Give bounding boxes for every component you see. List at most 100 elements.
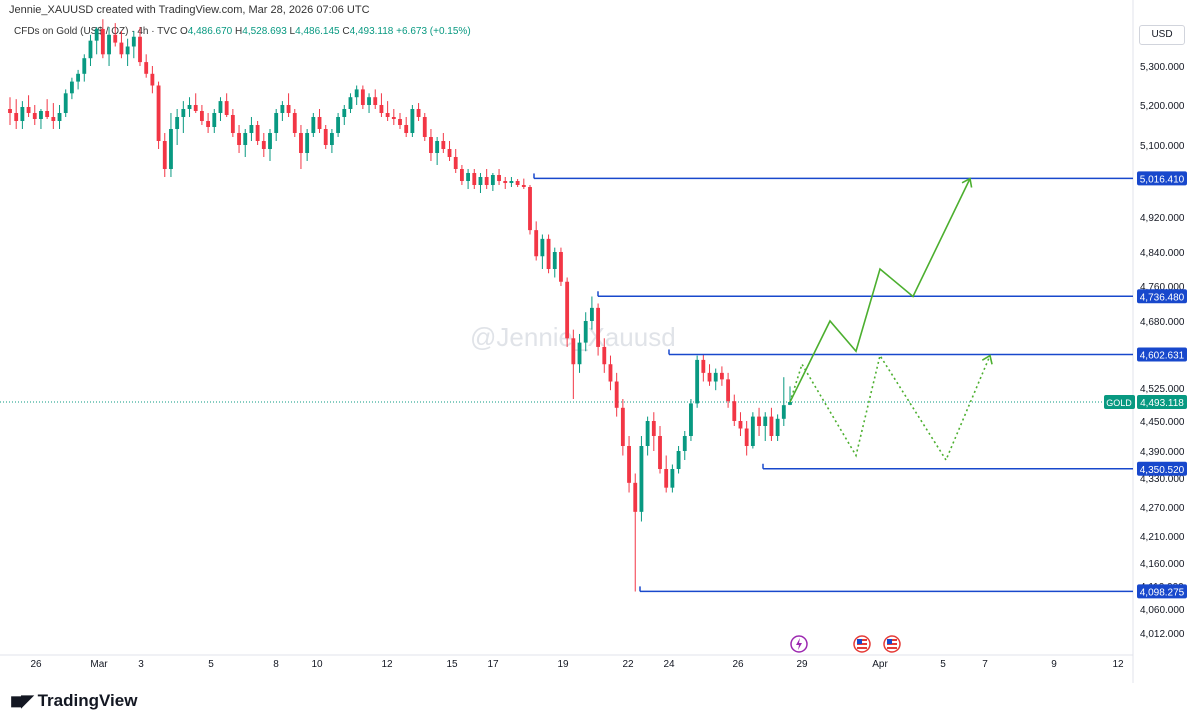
x-tick-label: 26	[30, 659, 42, 670]
level-price-tag	[1137, 171, 1187, 186]
x-tick-label: 26	[732, 659, 744, 670]
y-tick-label: 4,060.000	[1140, 605, 1185, 616]
candle-body	[360, 89, 365, 105]
candle-body	[237, 133, 241, 145]
candle-body	[317, 117, 322, 129]
x-tick-label: 19	[557, 659, 569, 670]
candle-body	[422, 117, 427, 137]
candle-body	[230, 115, 235, 133]
candle-body	[602, 346, 607, 365]
x-tick-label: 7	[982, 659, 988, 670]
y-tick-label: 4,270.000	[1140, 503, 1185, 514]
candle-body	[608, 364, 613, 382]
tradingview-brand[interactable]: ◼◤ TradingView	[10, 691, 137, 711]
candle-body	[8, 109, 12, 113]
projection-path-dotted	[789, 353, 991, 462]
candle-body	[466, 173, 471, 181]
candle-body	[589, 307, 594, 321]
candle-body	[280, 105, 285, 113]
symbol-tag	[1104, 395, 1135, 410]
candle-body	[156, 85, 161, 141]
candle-body	[744, 428, 749, 446]
candle-body	[565, 281, 570, 339]
projection-arrowhead	[961, 177, 973, 188]
candle-body	[676, 451, 681, 469]
candle-body	[206, 121, 211, 127]
x-tick-label: 15	[446, 659, 458, 670]
candle-body	[429, 137, 433, 153]
candle-body	[763, 416, 768, 426]
candle-body	[51, 117, 56, 121]
level-price-tag	[1137, 584, 1187, 599]
candle-body	[490, 175, 495, 185]
candle-body	[651, 421, 656, 436]
symbol-tag-label: GOLD	[1106, 398, 1132, 408]
y-tick-label: 4,450.000	[1140, 417, 1185, 428]
candle-body	[726, 379, 731, 402]
candle-body	[305, 133, 310, 153]
candle-body	[664, 469, 669, 488]
flag-canton	[857, 639, 862, 644]
candle-body	[82, 58, 87, 74]
x-tick-label: 8	[273, 659, 279, 670]
lightning-bolt	[796, 638, 802, 650]
candle-body	[707, 372, 712, 382]
candle-body	[20, 107, 25, 121]
candle-body	[596, 307, 601, 347]
y-tick-label: 4,390.000	[1140, 447, 1185, 458]
candle-body	[645, 421, 650, 446]
y-tick-label: 4,840.000	[1140, 248, 1185, 259]
candle-body	[453, 157, 458, 169]
candle-body	[150, 73, 155, 86]
candle-body	[181, 109, 186, 117]
x-tick-label: 17	[487, 659, 499, 670]
flag-stripe	[857, 647, 867, 649]
x-tick-label: 5	[940, 659, 946, 670]
candle-body	[447, 149, 452, 157]
candle-body	[69, 81, 74, 94]
candle-body	[336, 117, 341, 133]
x-tick-label: 24	[663, 659, 675, 670]
candle-body	[348, 97, 353, 109]
current-price-label: 4,493.118	[1140, 398, 1184, 409]
candle-body	[286, 105, 291, 113]
candle-body	[107, 34, 111, 55]
y-tick-label: 4,012.000	[1140, 629, 1185, 640]
candle-body	[329, 133, 334, 145]
candle-body	[577, 342, 582, 365]
level-price-label: 4,098.275	[1140, 587, 1185, 598]
open-label: O	[179, 26, 188, 37]
currency-selector[interactable]: USD	[1139, 25, 1185, 45]
candle-body	[367, 97, 371, 105]
candle-body	[57, 113, 62, 121]
candle-body	[39, 111, 43, 119]
x-tick-label: 22	[622, 659, 634, 670]
candle-body	[775, 418, 780, 436]
close-label: C	[342, 26, 350, 37]
x-tick-label: 12	[381, 659, 393, 670]
y-tick-label: 4,330.000	[1140, 474, 1185, 485]
level-price-label: 4,736.480	[1140, 292, 1185, 303]
candle-body	[261, 141, 266, 149]
candle-body	[515, 181, 520, 185]
tradingview-logo-icon: ◼◤	[10, 693, 34, 710]
candle-body	[404, 125, 409, 133]
candle-body	[695, 359, 700, 404]
price-chart[interactable]: 5,300.000 5,200.000 5,100.000 4,920.000 4,84…	[0, 0, 1199, 683]
x-tick-label: 10	[311, 659, 323, 670]
candle-body	[94, 28, 99, 41]
x-tick-label: 5	[208, 659, 214, 670]
candle-body	[14, 113, 19, 121]
level-price-label: 5,016.410	[1140, 174, 1185, 185]
level-price-tag	[1137, 347, 1187, 362]
candle-body	[292, 113, 297, 133]
change-value: +6.673 (+0.15%)	[396, 26, 471, 37]
y-tick-label: 4,680.000	[1140, 317, 1185, 328]
candle-body	[503, 181, 508, 183]
candle-body	[175, 117, 180, 129]
x-tick-label: 3	[138, 659, 144, 670]
candle-body	[144, 62, 149, 74]
candle-body	[627, 446, 631, 483]
low-label: L	[289, 26, 296, 37]
brand-label: TradingView	[37, 691, 138, 710]
